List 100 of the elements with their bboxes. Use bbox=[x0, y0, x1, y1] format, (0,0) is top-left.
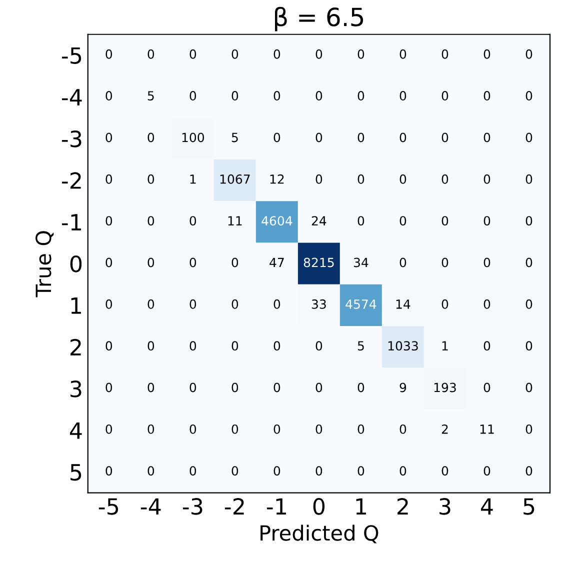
data-label: 0 bbox=[274, 424, 280, 434]
data-label: 5 bbox=[358, 341, 364, 351]
x-axis-title: Predicted Q bbox=[260, 524, 378, 544]
data-label: 0 bbox=[400, 174, 406, 184]
data-label: 0 bbox=[400, 49, 406, 59]
data-label: 0 bbox=[358, 132, 364, 142]
data-label: 0 bbox=[106, 49, 112, 59]
data-label: 0 bbox=[526, 216, 532, 226]
data-label: 0 bbox=[106, 424, 112, 434]
data-label: 0 bbox=[484, 299, 490, 309]
data-label: 0 bbox=[190, 216, 196, 226]
data-label: 0 bbox=[358, 424, 364, 434]
data-label: 0 bbox=[316, 49, 322, 59]
x-tick-label: 4 bbox=[480, 498, 493, 515]
data-label: 0 bbox=[148, 299, 154, 309]
data-label: 0 bbox=[316, 424, 322, 434]
data-label: 0 bbox=[274, 49, 280, 59]
data-label: 2 bbox=[442, 424, 448, 434]
data-label: 11 bbox=[480, 424, 494, 434]
data-label: 5 bbox=[148, 91, 154, 101]
y-axis-title: True Q bbox=[36, 231, 54, 298]
data-label: 0 bbox=[274, 132, 280, 142]
data-label: 0 bbox=[148, 424, 154, 434]
data-label: 0 bbox=[442, 91, 448, 101]
y-tick-label: 5 bbox=[70, 464, 82, 481]
data-label: 0 bbox=[232, 424, 238, 434]
data-label: 0 bbox=[484, 174, 490, 184]
data-label: 0 bbox=[232, 299, 238, 309]
data-label: 1 bbox=[442, 341, 448, 350]
x-tick-label: 5 bbox=[524, 498, 534, 515]
data-label: 0 bbox=[190, 49, 196, 59]
data-label: 0 bbox=[274, 299, 280, 309]
data-label: 0 bbox=[190, 382, 196, 392]
y-tick-label: 1 bbox=[71, 297, 81, 314]
data-label: 0 bbox=[232, 341, 238, 351]
data-label: 0 bbox=[316, 91, 322, 101]
data-label: 0 bbox=[526, 258, 532, 268]
y-tick-label: 2 bbox=[70, 338, 81, 356]
data-label: 193 bbox=[434, 382, 456, 392]
data-label: 0 bbox=[148, 382, 154, 392]
data-label: 0 bbox=[316, 466, 322, 476]
data-label: 0 bbox=[526, 49, 532, 59]
data-label: 0 bbox=[400, 132, 406, 142]
data-label: 0 bbox=[526, 466, 532, 476]
data-label: 0 bbox=[106, 341, 112, 351]
chart-title: β = 6.5 bbox=[275, 6, 364, 32]
data-label: 11 bbox=[228, 216, 242, 226]
data-label: 0 bbox=[106, 174, 112, 184]
data-label: 0 bbox=[274, 466, 280, 476]
data-label: 0 bbox=[484, 49, 490, 59]
data-label: 0 bbox=[526, 174, 532, 184]
y-tick-label: 0 bbox=[70, 256, 82, 272]
data-label: 0 bbox=[106, 466, 112, 476]
data-label: 47 bbox=[270, 258, 284, 268]
data-label: 0 bbox=[442, 299, 448, 309]
data-label: 0 bbox=[442, 466, 448, 476]
data-label: 0 bbox=[484, 91, 490, 101]
data-label: 0 bbox=[106, 132, 112, 142]
data-label: 0 bbox=[148, 132, 154, 142]
data-label: 0 bbox=[106, 216, 112, 226]
data-label: 4604 bbox=[262, 216, 292, 226]
data-label: 0 bbox=[232, 49, 238, 59]
data-label: 1067 bbox=[220, 174, 250, 184]
data-label: 0 bbox=[190, 299, 196, 309]
data-label: 0 bbox=[148, 341, 154, 351]
data-label: 0 bbox=[526, 382, 532, 392]
data-label: 0 bbox=[232, 466, 238, 476]
data-label: 0 bbox=[400, 424, 406, 434]
data-label: 0 bbox=[400, 466, 406, 476]
y-tick-label: -3 bbox=[62, 130, 82, 148]
data-label: 0 bbox=[190, 341, 196, 351]
data-label: 0 bbox=[106, 91, 112, 101]
data-label: 0 bbox=[190, 258, 196, 268]
x-tick-label: -3 bbox=[182, 498, 202, 515]
data-label: 1033 bbox=[388, 341, 418, 351]
data-label: 0 bbox=[274, 341, 280, 351]
data-label: 24 bbox=[312, 216, 326, 226]
data-label: 0 bbox=[106, 382, 112, 392]
data-label: 0 bbox=[316, 382, 322, 392]
data-label: 0 bbox=[400, 258, 406, 268]
data-label: 0 bbox=[148, 49, 154, 59]
data-label: 34 bbox=[354, 258, 368, 268]
data-label: 0 bbox=[316, 341, 322, 351]
data-label: 0 bbox=[106, 258, 112, 268]
data-label: 0 bbox=[442, 132, 448, 142]
y-tick-label: -4 bbox=[62, 89, 82, 106]
data-label: 0 bbox=[358, 49, 364, 59]
data-label: 0 bbox=[232, 91, 238, 101]
data-label: 0 bbox=[148, 216, 154, 226]
data-label: 0 bbox=[190, 424, 196, 434]
x-tick-label: 1 bbox=[356, 498, 366, 515]
data-label: 0 bbox=[484, 341, 490, 351]
x-tick-label: -5 bbox=[98, 498, 118, 515]
data-label: 0 bbox=[316, 132, 322, 142]
data-label: 0 bbox=[148, 174, 154, 184]
y-tick-label: -2 bbox=[62, 172, 81, 189]
data-label: 0 bbox=[316, 174, 322, 184]
data-label: 1 bbox=[190, 174, 196, 184]
data-label: 0 bbox=[358, 466, 364, 476]
data-label: 0 bbox=[232, 258, 238, 268]
